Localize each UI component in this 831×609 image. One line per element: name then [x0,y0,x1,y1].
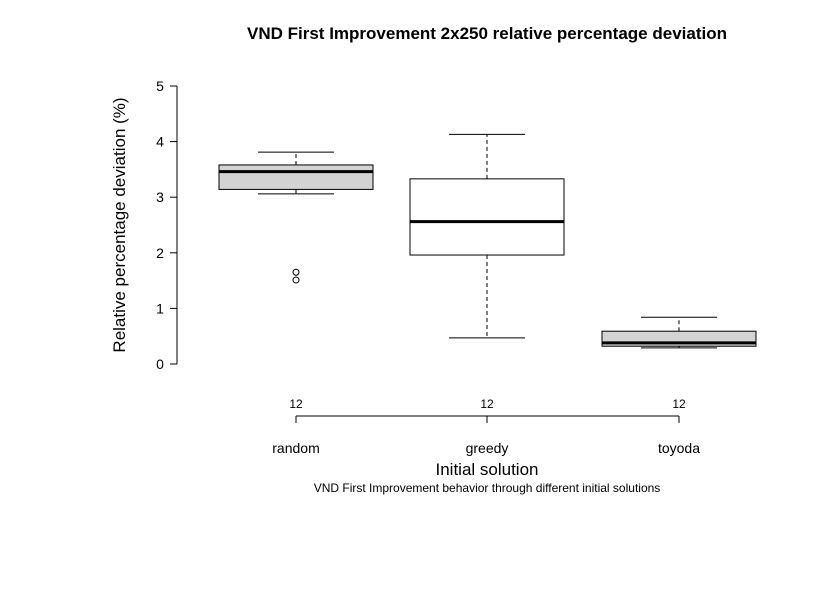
y-tick-label: 1 [156,300,164,316]
iqr-box [409,178,565,256]
x-tick-label-random: random [272,440,319,456]
boxes [218,133,757,349]
box-random [218,151,374,284]
count-label-greedy: 12 [480,397,494,411]
iqr-box [218,164,374,190]
chart-title: VND First Improvement 2x250 relative per… [247,24,727,43]
y-axis: 0 1 2 3 4 5 [156,78,178,372]
x-tick-label-toyoda: toyoda [658,440,700,456]
y-tick-label: 3 [156,189,164,205]
x-axis-label: Initial solution [435,460,538,479]
y-tick-label: 4 [156,134,164,150]
box-greedy [409,133,565,339]
y-tick-label: 5 [156,78,164,94]
y-tick-label: 0 [156,356,164,372]
outlier-point [292,276,300,284]
y-axis-label: Relative percentage deviation (%) [110,97,129,352]
x-axis: 12 random 12 greedy 12 toyoda [272,397,700,456]
y-tick-label: 2 [156,245,164,261]
chart-subtitle: VND First Improvement behavior through d… [314,481,661,495]
count-label-toyoda: 12 [672,397,686,411]
outlier-point [292,268,300,276]
x-tick-label-greedy: greedy [466,440,509,456]
count-label-random: 12 [289,397,303,411]
box-toyoda [601,316,757,349]
